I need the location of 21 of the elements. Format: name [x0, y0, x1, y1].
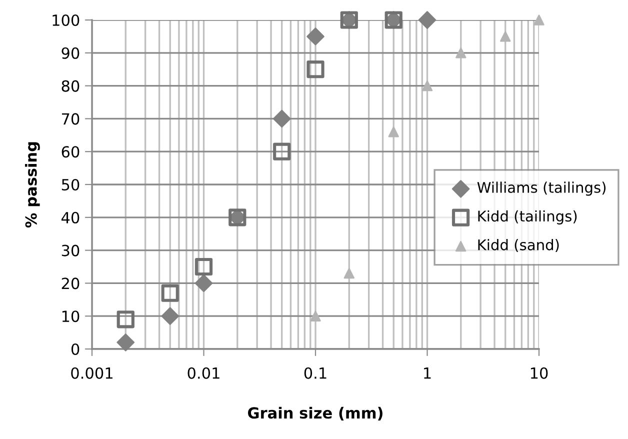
x-tick-label: 1 [424, 368, 431, 379]
y-tick-label: 70 [62, 113, 80, 125]
y-tick-label: 60 [62, 146, 80, 158]
y-tick-label: 80 [62, 80, 80, 92]
legend-label: Williams (tailings) [477, 182, 606, 196]
y-tick-label: 40 [62, 212, 80, 224]
x-tick-label: 10 [530, 367, 548, 379]
x-tick-label: 0.01 [188, 367, 220, 379]
legend-label: Kidd (tailings) [478, 210, 577, 224]
x-tick-label: 0.001 [71, 367, 112, 379]
y-axis-title: % passing [25, 142, 40, 228]
x-axis-title: Grain size (mm) [248, 406, 382, 420]
y-tick-label: 100 [52, 14, 80, 26]
x-tick-label: 0.1 [304, 367, 326, 379]
y-tick-label: 20 [62, 278, 80, 290]
y-tick-label: 90 [62, 47, 80, 59]
y-tick-label: 0 [71, 343, 80, 356]
y-tick-label: 50 [62, 178, 80, 191]
y-tick-label: 10 [62, 310, 80, 322]
legend-label: Kidd (sand) [478, 239, 559, 252]
y-tick-label: 30 [62, 244, 80, 256]
